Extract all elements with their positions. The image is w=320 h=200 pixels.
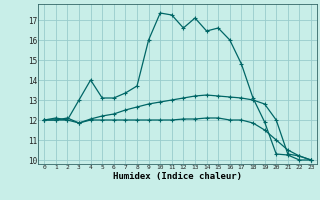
X-axis label: Humidex (Indice chaleur): Humidex (Indice chaleur) bbox=[113, 172, 242, 181]
